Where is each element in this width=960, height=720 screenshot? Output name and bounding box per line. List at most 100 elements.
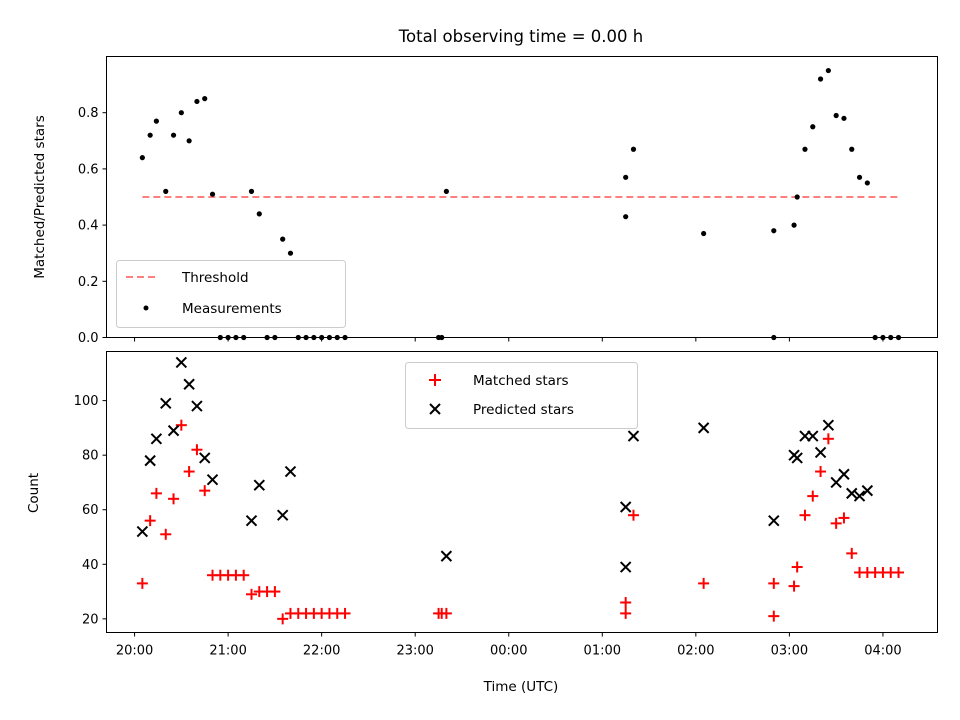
predicted-point [276, 509, 289, 521]
matched-point [893, 566, 905, 578]
x-tick-label: 03:00 [771, 644, 808, 659]
measurement-point [287, 250, 294, 256]
measurement-point [841, 115, 847, 121]
ratio-legend-box [116, 260, 346, 328]
matched-point [807, 490, 819, 502]
y-tick-label: 0.0 [78, 331, 99, 346]
x-tick-label: 04:00 [864, 644, 901, 659]
matched-point [339, 607, 351, 619]
matched-point [815, 466, 827, 478]
y-tick-label: 80 [82, 449, 99, 464]
predicted-point [619, 501, 632, 513]
x-tick-label: 22:00 [303, 644, 340, 659]
y-tick-label: 40 [82, 558, 99, 573]
ratio-legend: Threshold Measurements [116, 260, 346, 328]
matched-point [150, 487, 162, 499]
measurement-point [802, 146, 808, 152]
measurement-point [810, 124, 816, 130]
measurement-point [771, 228, 777, 234]
matched-point [183, 466, 195, 478]
measurement-point [856, 174, 863, 180]
predicted-point [697, 422, 710, 434]
predicted-legend-marker [429, 403, 441, 415]
matched-point [191, 444, 203, 456]
x-tick-label: 00:00 [490, 644, 527, 659]
y-tick-label: 0.2 [78, 275, 99, 290]
predicted-point [144, 454, 156, 467]
matched-point [846, 547, 858, 559]
measurement-point [139, 155, 145, 161]
matched-point [768, 577, 780, 589]
measurement-point [849, 146, 855, 152]
y-tick-label: 0.8 [78, 106, 99, 121]
ratio-panel-ylabel: Matched/Predicted stars [32, 115, 48, 278]
predicted-point [627, 430, 640, 442]
measurement-point [194, 98, 200, 105]
measurement-point [248, 188, 255, 194]
count-legend-box [405, 362, 638, 429]
matched-point [199, 485, 211, 497]
predicted-point [183, 378, 195, 390]
x-tick-label: 02:00 [677, 644, 714, 659]
matched-point [175, 419, 187, 431]
predicted-point [807, 430, 819, 442]
threshold-legend-label: Threshold [181, 270, 249, 286]
y-tick-label: 20 [82, 612, 99, 627]
matched-point [144, 515, 156, 527]
predicted-point [206, 474, 219, 486]
measurement-point [153, 118, 159, 124]
predicted-point [167, 424, 180, 437]
matched-point [788, 580, 800, 592]
figure-title: Total observing time = 0.00 h [398, 27, 643, 46]
matched-legend-label: Matched stars [473, 373, 569, 389]
measurement-point [186, 138, 192, 144]
matched-point [830, 517, 842, 529]
measurement-point [794, 194, 800, 200]
predicted-point [846, 487, 858, 500]
measurements-legend-label: Measurements [182, 301, 282, 317]
predicted-point [150, 433, 163, 445]
matched-point [136, 577, 148, 589]
count-panel-xlabel: Time (UTC) [483, 679, 559, 695]
measurement-point [256, 211, 262, 217]
count-panel-ylabel: Count [26, 473, 42, 513]
predicted-point [861, 484, 874, 497]
predicted-point [199, 452, 211, 464]
predicted-point [440, 550, 453, 562]
predicted-point [253, 479, 265, 491]
measurement-point [630, 146, 637, 152]
matched-point [627, 509, 639, 521]
measurement-point [791, 222, 797, 228]
measurement-point [623, 174, 629, 180]
measurement-point [864, 180, 870, 186]
matched-point [168, 493, 180, 505]
measurement-point [163, 188, 169, 194]
matched-point [245, 588, 257, 600]
matched-point [620, 596, 632, 608]
measurement-point [280, 236, 286, 242]
predicted-point [814, 446, 827, 459]
predicted-point [853, 490, 866, 502]
measurement-point [701, 230, 707, 237]
matched-point [269, 586, 281, 598]
measurement-point [817, 76, 824, 82]
measurement-point [825, 67, 831, 74]
matched-point [791, 561, 803, 573]
predicted-point [245, 514, 258, 527]
predicted-point [791, 452, 803, 464]
matched-point [838, 512, 850, 524]
measurement-point [833, 112, 839, 119]
x-tick-label: 21:00 [209, 644, 246, 659]
count-legend: Matched stars Predicted stars [405, 362, 638, 429]
measurement-point [202, 96, 208, 102]
y-tick-label: 100 [74, 394, 99, 409]
predicted-point [175, 356, 188, 369]
count-panel-frame [106, 351, 938, 633]
matched-point [620, 607, 632, 619]
x-tick-label: 01:00 [584, 644, 621, 659]
y-tick-label: 60 [82, 503, 99, 518]
matched-point [698, 577, 710, 589]
count-panel: 20 40 60 80 100 20:00 21:00 22:00 23:00 00:00 01:0… [26, 351, 938, 695]
measurement-point [178, 110, 184, 116]
